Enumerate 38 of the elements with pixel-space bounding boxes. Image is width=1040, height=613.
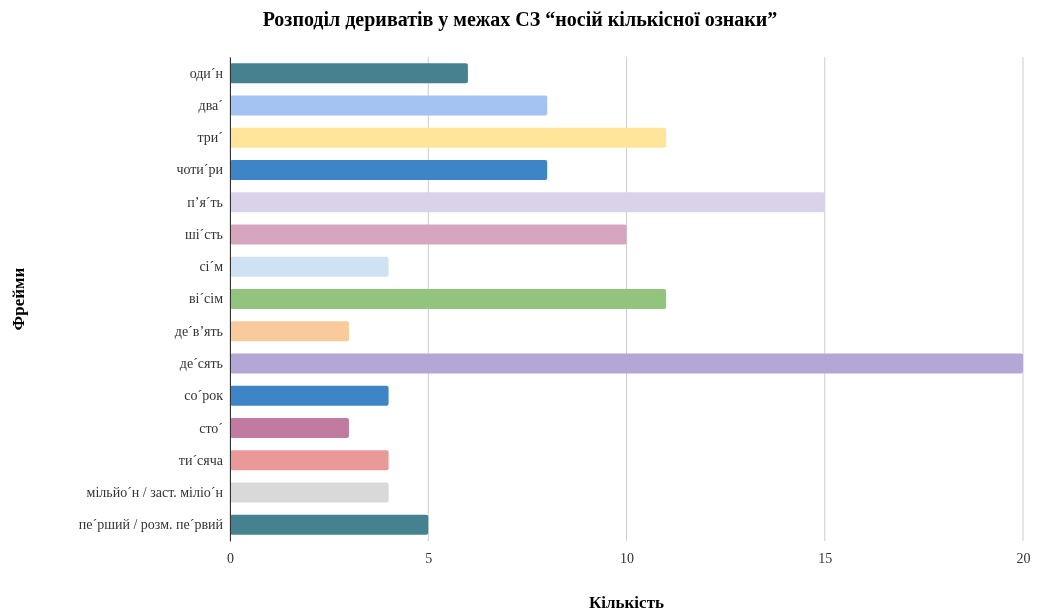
- y-tick-label: де´в’ять: [174, 323, 223, 339]
- bar: [230, 321, 349, 342]
- bar: [230, 127, 667, 148]
- bar: [230, 353, 1023, 374]
- bar: [230, 514, 429, 535]
- y-tick-label: пе´рший / розм. пе´рвий: [78, 517, 224, 533]
- y-tick-label: ти´сяча: [178, 452, 224, 468]
- bar: [230, 159, 548, 180]
- y-tick-label: ші´сть: [184, 226, 223, 242]
- y-tick-label: п’я´ть: [187, 194, 223, 210]
- bar: [230, 224, 627, 245]
- y-tick-label: сі´м: [199, 259, 224, 275]
- y-tick-label: два´: [198, 97, 223, 113]
- x-axis-title: Кількість: [589, 593, 664, 612]
- y-tick-label: оди´н: [189, 65, 224, 81]
- bar: [230, 63, 468, 84]
- bar: [230, 450, 389, 471]
- x-tick-label: 0: [227, 550, 234, 566]
- bar: [230, 256, 389, 277]
- bar: [230, 418, 349, 439]
- chart-title: Розподіл дериватів у межах СЗ “носій кількісної ознаки”: [262, 8, 778, 31]
- bar: [230, 95, 548, 116]
- x-tick-label: 10: [620, 550, 634, 566]
- x-tick-label: 15: [818, 550, 833, 566]
- y-tick-label: сто´: [199, 420, 223, 436]
- y-axis-title: Фрейми: [9, 267, 28, 331]
- bar: [230, 289, 667, 309]
- bar: [230, 385, 389, 406]
- x-tick-label: 5: [425, 550, 433, 566]
- y-tick-label: три´: [197, 130, 223, 146]
- y-tick-label: де´сять: [179, 356, 223, 372]
- y-tick-label: ві´сім: [188, 291, 224, 307]
- bar: [230, 192, 825, 213]
- bar: [230, 482, 389, 503]
- y-tick-label: мільйо´н / заст. міліо´н: [86, 485, 224, 501]
- y-tick-label: со´рок: [184, 388, 224, 404]
- y-tick-label: чоти´ри: [176, 162, 224, 178]
- x-tick-label: 20: [1016, 550, 1031, 566]
